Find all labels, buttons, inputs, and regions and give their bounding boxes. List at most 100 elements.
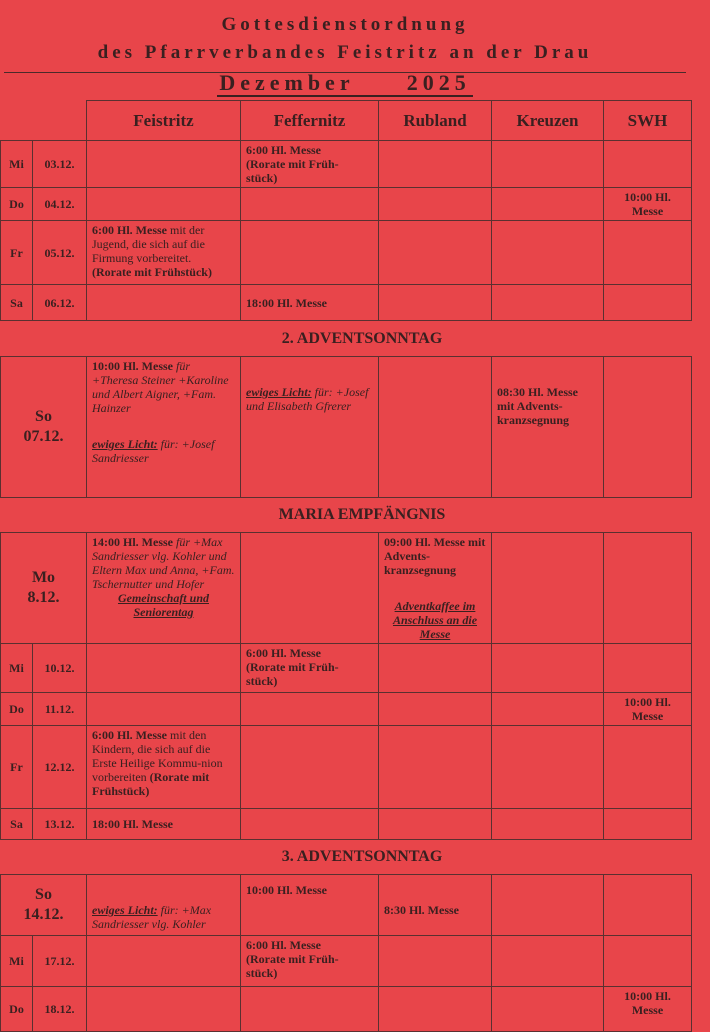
column-header: Feffernitz: [240, 100, 379, 141]
cell-text: mit der Jugend, die sich auf die Firmung…: [92, 223, 205, 265]
cell-text: für: +Josef Sandriesser: [92, 437, 215, 465]
cell-feistritz: [86, 140, 241, 188]
section-heading: MARIA EMPFÄNGNIS: [32, 497, 692, 533]
cell-text: ewiges Licht:: [92, 903, 158, 917]
cell-text: stück): [246, 966, 278, 980]
cell-text: 6:00 Hl. Messe: [246, 143, 321, 157]
cell-feffernitz: 6:00 Hl. Messe (Rorate mit Früh-stück): [240, 935, 379, 987]
date: 12.12.: [32, 725, 87, 809]
weekday: Do: [0, 986, 33, 1032]
column-header: Kreuzen: [491, 100, 604, 141]
weekday: Sa: [0, 808, 33, 840]
cell-feffernitz: [240, 808, 379, 840]
cell-feffernitz: [240, 986, 379, 1032]
cell-kreuzen: [491, 532, 604, 644]
cell-rubland: [378, 986, 492, 1032]
table-row: Sa 06.12. 18:00 Hl. Messe: [0, 284, 692, 321]
cell-swh: [603, 874, 692, 936]
cell-feistritz: [86, 643, 241, 693]
cell-text: 08:30 Hl. Messe mit Advents-kranzsegnung: [497, 385, 578, 427]
cell-swh: [603, 220, 692, 285]
cell-swh: [603, 935, 692, 987]
date: 17.12.: [32, 935, 87, 987]
cell-feffernitz: 6:00 Hl. Messe (Rorate mit Früh-stück): [240, 140, 379, 188]
cell-feistritz: 14:00 Hl. Messe für +Max Sandriesser vlg…: [86, 532, 241, 644]
cell-swh: 10:00 Hl. Messe: [603, 692, 692, 726]
weekday-date: Mo 8.12.: [0, 532, 87, 644]
cell-text: 10:00 Hl. Messe: [624, 695, 671, 723]
cell-swh: [603, 284, 692, 321]
cell-feffernitz: [240, 692, 379, 726]
cell-kreuzen: [491, 187, 604, 221]
cell-text: 6:00 Hl. Messe: [92, 728, 167, 742]
cell-text: 6:00 Hl. Messe: [246, 938, 321, 952]
cell-swh: [603, 140, 692, 188]
cell-feistritz: [86, 935, 241, 987]
cell-rubland: [378, 220, 492, 285]
cell-swh: 10:00 Hl. Messe: [603, 187, 692, 221]
cell-text: für +Max Sandriesser vlg. Kohler und Elt…: [92, 535, 235, 591]
cell-rubland: 09:00 Hl. Messe mit Advents-kranzsegnung…: [378, 532, 492, 644]
date: 07.12.: [23, 428, 64, 445]
weekday-date: So 07.12.: [0, 356, 87, 498]
table-row: Mi 03.12. 6:00 Hl. Messe (Rorate mit Früh-s…: [0, 140, 692, 188]
cell-swh: [603, 725, 692, 809]
cell-text: Gemeinschaft und Seniorentag: [117, 591, 209, 619]
cell-rubland: [378, 725, 492, 809]
cell-feistritz: 10:00 Hl. Messe für +Theresa Steiner +Ka…: [86, 356, 241, 498]
weekday: Mi: [0, 643, 33, 693]
document-subtitle: des Pfarrverbandes Feistritz an der Drau: [97, 42, 593, 63]
cell-kreuzen: [491, 140, 604, 188]
cell-text: mit den Kindern, die sich auf die Erste …: [92, 728, 223, 784]
cell-feffernitz: [240, 220, 379, 285]
cell-text: (Rorate mit Früh-: [246, 157, 339, 171]
cell-feffernitz: 6:00 Hl. Messe (Rorate mit Früh-stück): [240, 643, 379, 693]
table-row: Mo 8.12. 14:00 Hl. Messe für +Max Sandries…: [0, 532, 692, 644]
cell-swh: [603, 808, 692, 840]
cell-text: 8:30 Hl. Messe: [384, 903, 459, 917]
table-row: Mi 10.12. 6:00 Hl. Messe (Rorate mit Früh-s…: [0, 643, 692, 693]
column-header: Rubland: [378, 100, 492, 141]
cell-kreuzen: [491, 986, 604, 1032]
weekday: Fr: [0, 220, 33, 285]
spacer: [1, 840, 33, 875]
weekday: Mi: [0, 935, 33, 987]
cell-kreuzen: [491, 284, 604, 321]
date: 06.12.: [32, 284, 87, 321]
table-row: So 07.12. 10:00 Hl. Messe für +Theresa Ste…: [0, 356, 692, 498]
cell-text: (Rorate mit Frühstück): [92, 265, 212, 279]
cell-swh: [603, 356, 692, 498]
cell-swh: [603, 532, 692, 644]
cell-rubland: 8:30 Hl. Messe: [378, 874, 492, 936]
cell-feistritz: [86, 187, 241, 221]
column-header: SWH: [603, 100, 692, 141]
cell-text: (Rorate mit Frühstück): [92, 770, 210, 798]
spacer: [1, 321, 33, 357]
month-heading: Dezember 2025: [217, 70, 473, 97]
cell-feffernitz: [240, 187, 379, 221]
table-row: Do 11.12. 10:00 Hl. Messe: [0, 692, 692, 726]
schedule-table: Feistritz Feffernitz Rubland Kreuzen SWH…: [0, 100, 692, 1032]
weekday: Do: [0, 187, 33, 221]
cell-text: 6:00 Hl. Messe: [246, 646, 321, 660]
table-row: Mi 17.12. 6:00 Hl. Messe (Rorate mit Früh-s…: [0, 935, 692, 987]
date: 05.12.: [32, 220, 87, 285]
cell-text: ewiges Licht:: [92, 437, 158, 451]
date: 11.12.: [32, 692, 87, 726]
cell-kreuzen: 08:30 Hl. Messe mit Advents-kranzsegnung: [491, 356, 604, 498]
cell-rubland: [378, 643, 492, 693]
cell-kreuzen: [491, 643, 604, 693]
document-title: Gottesdienstordnung: [221, 14, 469, 35]
spacer: [246, 359, 373, 385]
cell-text: 18:00 Hl. Messe: [246, 295, 327, 310]
spacer: [1, 498, 33, 533]
date: 14.12.: [23, 906, 64, 923]
table-row: Sa 13.12. 18:00 Hl. Messe: [0, 808, 692, 840]
cell-kreuzen: [491, 725, 604, 809]
cell-rubland: [378, 808, 492, 840]
divider: [4, 72, 686, 73]
spacer: [384, 877, 486, 903]
weekday: So: [35, 886, 52, 903]
cell-text: (Rorate mit Früh-: [246, 660, 339, 674]
cell-text: 09:00 Hl. Messe mit Advents-kranzsegnung: [384, 535, 486, 577]
